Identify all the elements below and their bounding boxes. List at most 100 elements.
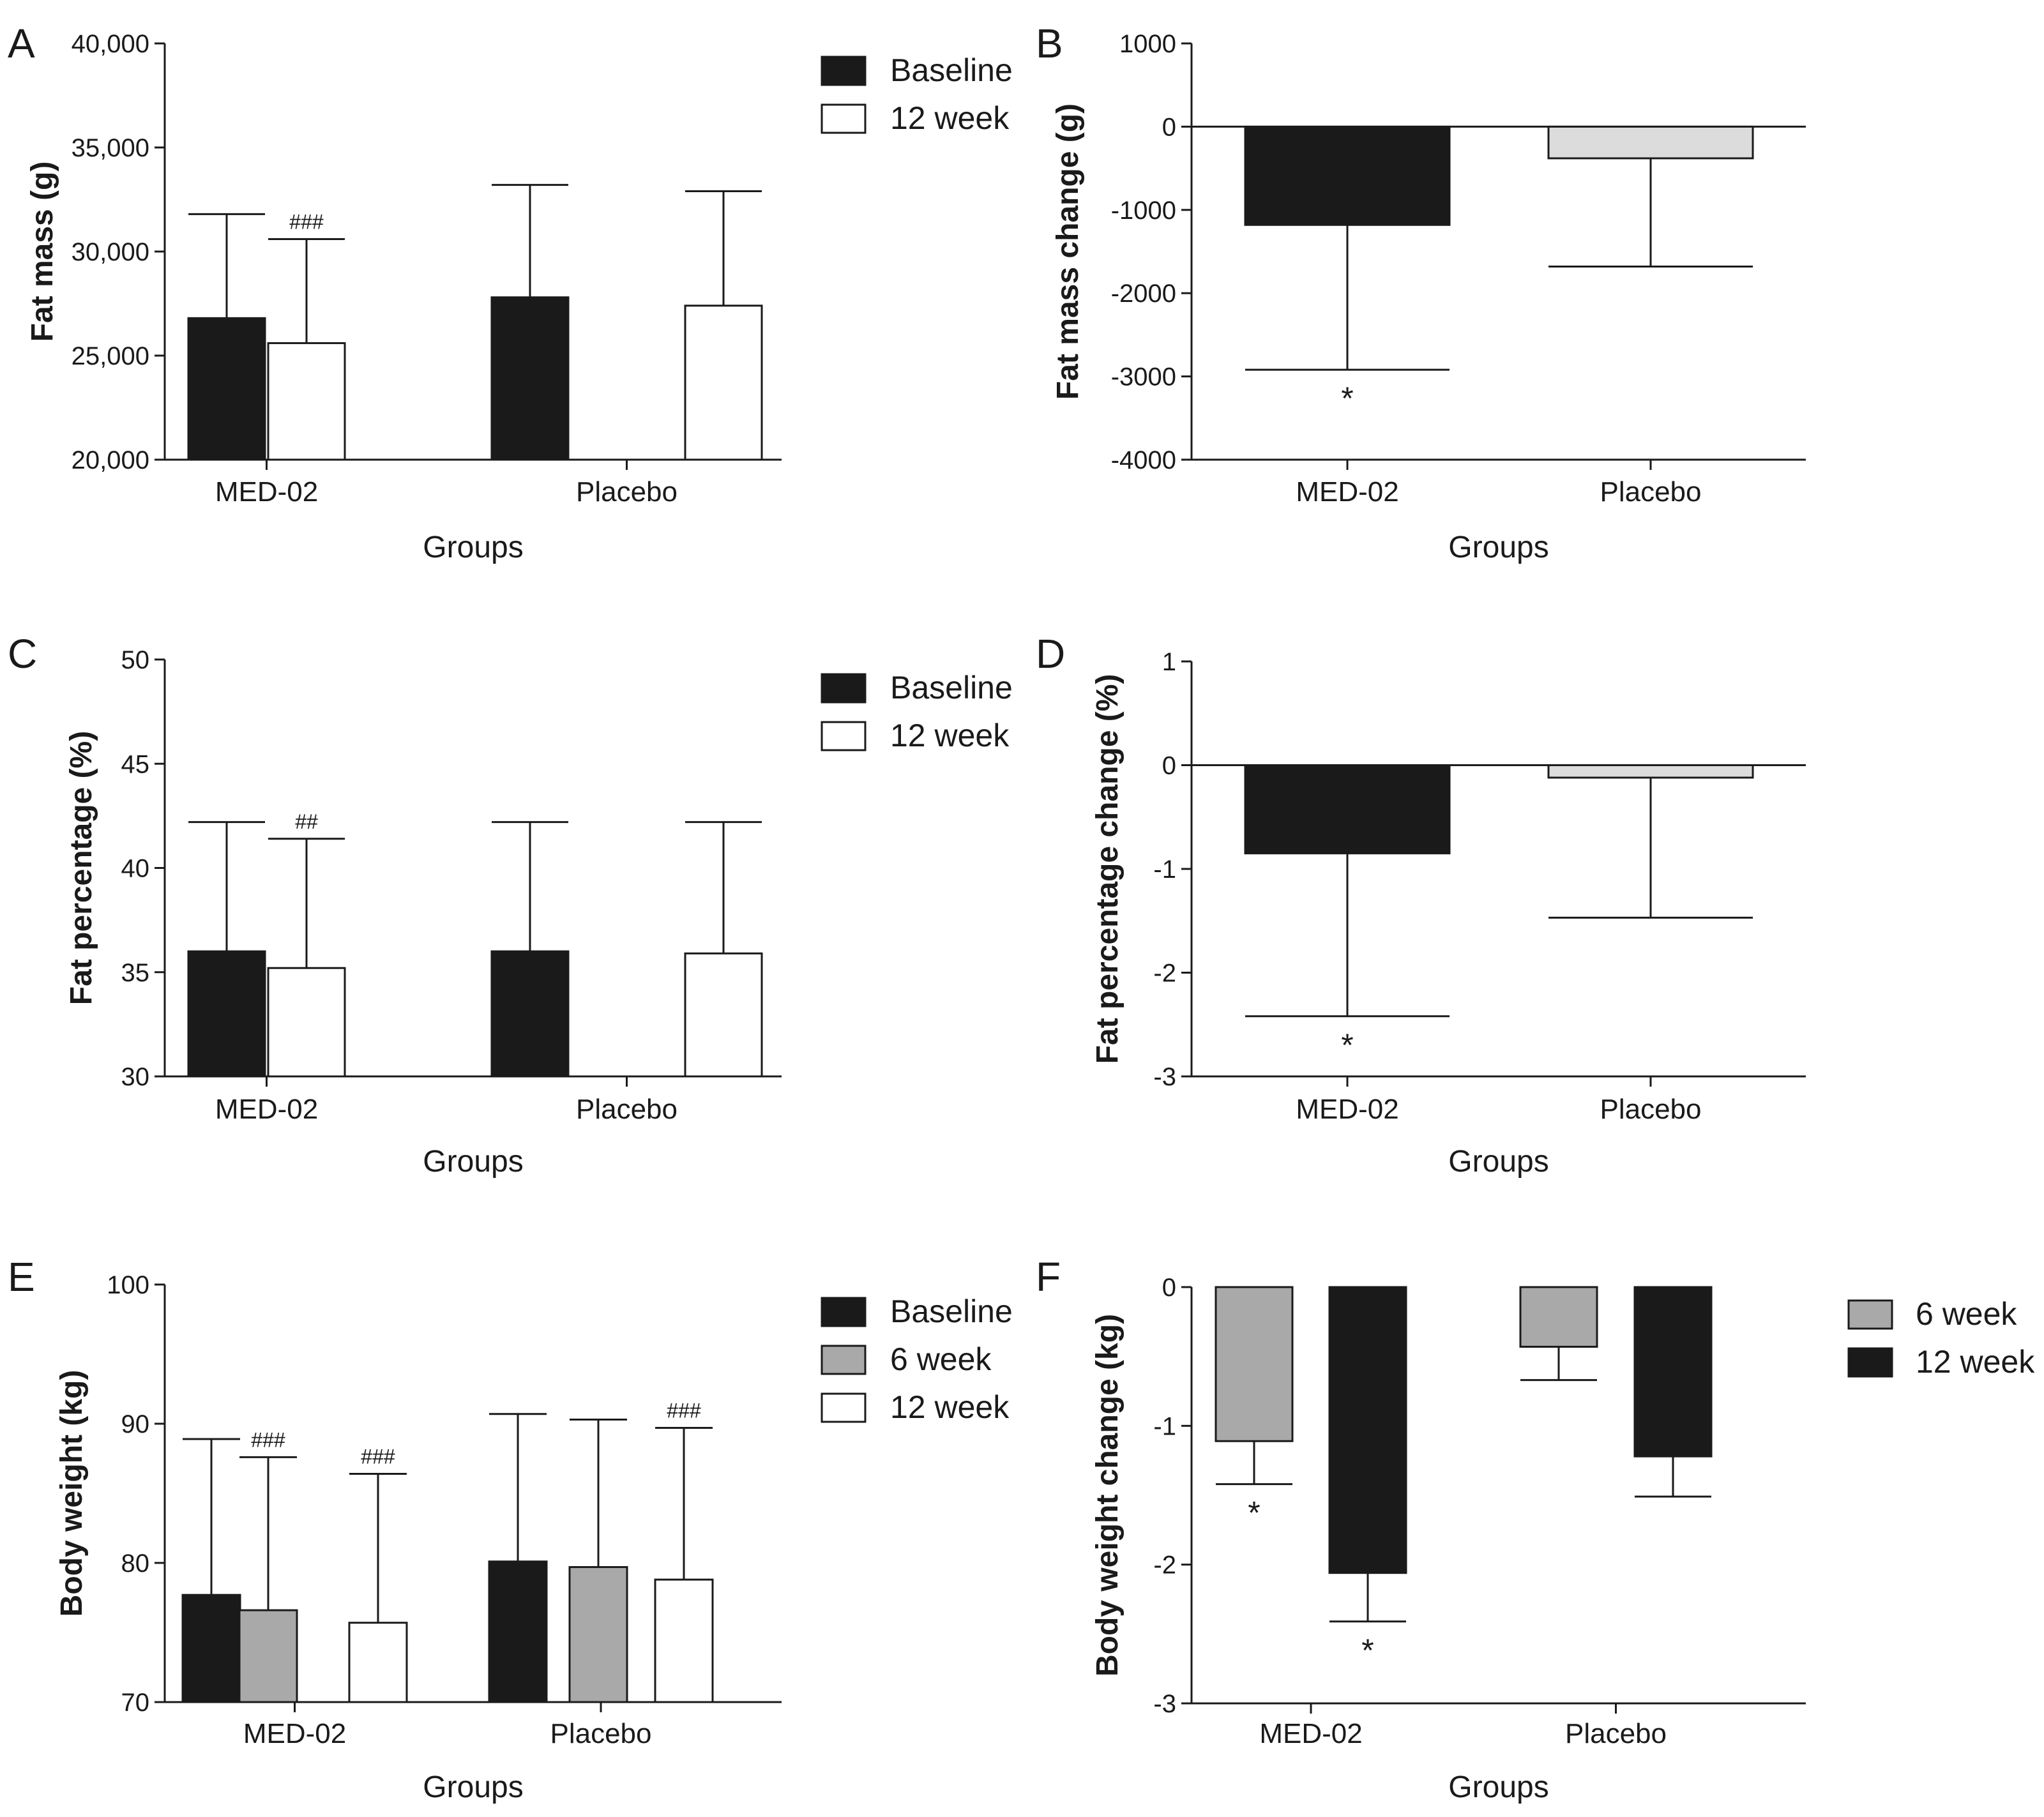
y-tick-label: -3	[1153, 1690, 1176, 1718]
y-tick-label: -1000	[1111, 197, 1176, 225]
y-axis-title: Fat mass (g)	[26, 162, 59, 342]
legend-label: Baseline	[890, 670, 1013, 705]
y-tick-label: -4000	[1111, 446, 1176, 474]
y-tick-label: 50	[121, 646, 150, 674]
x-tick-label: MED-02	[1259, 1718, 1362, 1749]
panel-letter: F	[1036, 1254, 1061, 1300]
legend-swatch	[1847, 1299, 1893, 1330]
bar-placebo-baseline	[490, 296, 570, 461]
bar-med-02-12-week	[267, 342, 346, 461]
x-tick-label: Placebo	[1565, 1718, 1667, 1749]
y-tick-label: 30	[121, 1063, 150, 1091]
y-tick-label: 0	[1162, 1274, 1176, 1302]
y-tick-label: -2000	[1111, 280, 1176, 308]
legend-label: Baseline	[890, 52, 1013, 88]
legend-label: 12 week	[1916, 1344, 2035, 1380]
panel-b: B -4000 -3000 -2000 -1000 0 1000 MED-02 Placebo *…	[1036, 20, 1806, 564]
y-tick-label: 0	[1162, 113, 1176, 141]
legend-swatch	[821, 1297, 867, 1327]
x-tick-label: Placebo	[1600, 1094, 1701, 1125]
bar-med-02-12-week	[267, 967, 346, 1078]
x-tick-label: MED-02	[1296, 1094, 1398, 1125]
bar-placebo-12-week	[1633, 1286, 1713, 1458]
panel-letter: A	[8, 20, 35, 66]
y-tick-label: 20,000	[72, 446, 149, 474]
legend-swatch	[1847, 1347, 1893, 1378]
bar-med-02-6-week	[238, 1609, 298, 1703]
y-axis-title: Fat mass change (g)	[1051, 103, 1085, 400]
x-tick-label: Placebo	[550, 1718, 651, 1749]
y-tick-label: 70	[121, 1689, 150, 1717]
panel-e: E 70 80 90 100 MED-02 Placebo ### ### ### Body wei…	[8, 1254, 1013, 1804]
significance-marker: *	[1361, 1632, 1374, 1668]
panel-f: F -3 -2 -1 0 MED-02 Placebo * * Body weight chang…	[1036, 1254, 2035, 1804]
bar-med-02-baseline	[181, 1594, 241, 1703]
panel-a: A 20,000 25,000 30,000 35,000 40,000 MED-02 Pla…	[8, 20, 1013, 564]
legend-label: Baseline	[890, 1293, 1013, 1329]
panel-letter: B	[1036, 20, 1063, 66]
bar-med-02-baseline	[187, 317, 266, 461]
x-axis-title: Groups	[423, 1770, 523, 1804]
significance-marker: ###	[361, 1445, 395, 1468]
x-tick-label: Placebo	[1600, 476, 1701, 508]
panel-letter: C	[8, 631, 37, 677]
y-tick-label: -2	[1153, 960, 1176, 988]
bar-med-02-change	[1244, 764, 1451, 855]
bar-placebo-change	[1547, 764, 1754, 779]
x-tick-label: MED-02	[215, 476, 318, 508]
y-tick-label: 100	[107, 1271, 149, 1299]
panel-d: D -3 -2 -1 0 1 MED-02 Placebo * Fat percentage ch…	[1036, 631, 1806, 1179]
bar-placebo-12-week	[654, 1578, 714, 1703]
bar-med-02-baseline	[187, 950, 266, 1078]
significance-marker: ##	[295, 810, 318, 833]
y-tick-label: -3000	[1111, 363, 1176, 391]
legend: Baseline 6 week 12 week	[821, 1293, 1013, 1425]
x-tick-label: Placebo	[576, 1094, 678, 1125]
bar-placebo-12-week	[684, 305, 763, 461]
bar-med-02-12-week	[348, 1622, 408, 1703]
y-tick-label: 40,000	[72, 30, 149, 58]
legend-label: 12 week	[890, 100, 1010, 136]
y-tick-label: -1	[1153, 856, 1176, 884]
legend: Baseline 12 week	[821, 670, 1013, 753]
legend-swatch	[821, 673, 867, 704]
bar-placebo-12-week	[684, 952, 763, 1078]
y-tick-label: 40	[121, 855, 150, 883]
x-axis-title: Groups	[1448, 1145, 1548, 1179]
bar-placebo-baseline	[490, 950, 570, 1078]
significance-marker: *	[1248, 1495, 1260, 1531]
legend-swatch	[821, 1345, 867, 1375]
y-tick-label: -1	[1153, 1412, 1176, 1440]
x-tick-label: Placebo	[576, 476, 678, 508]
bar-placebo-change	[1547, 125, 1754, 160]
bar-med-02-change	[1244, 125, 1451, 226]
y-tick-label: -2	[1153, 1551, 1176, 1580]
significance-marker: ###	[667, 1399, 701, 1422]
y-tick-label: 25,000	[72, 342, 149, 370]
panel-c: C 30 35 40 45 50 MED-02 Placebo ## Fat percentage…	[8, 631, 1013, 1179]
x-tick-label: MED-02	[215, 1094, 318, 1125]
legend-label: 6 week	[890, 1341, 992, 1377]
significance-marker: ###	[289, 210, 324, 233]
x-tick-label: MED-02	[243, 1718, 346, 1749]
legend-swatch	[821, 721, 867, 751]
panel-letter: E	[8, 1254, 35, 1300]
bar-placebo-6-week	[1519, 1286, 1598, 1348]
x-tick-label: MED-02	[1296, 476, 1398, 508]
bar-placebo-6-week	[568, 1566, 628, 1703]
y-tick-label: 35	[121, 959, 150, 987]
legend-swatch	[821, 56, 867, 86]
x-axis-title: Groups	[1448, 531, 1548, 564]
bar-med-02-12-week	[1328, 1286, 1407, 1574]
significance-marker: *	[1341, 1027, 1353, 1063]
y-axis-title: Fat percentage (%)	[64, 731, 98, 1005]
y-tick-label: 30,000	[72, 238, 149, 266]
significance-marker: *	[1341, 381, 1353, 416]
x-axis-title: Groups	[1448, 1770, 1548, 1804]
legend: Baseline 12 week	[821, 52, 1013, 136]
y-tick-label: 80	[121, 1549, 150, 1578]
legend-label: 12 week	[890, 1389, 1010, 1425]
y-tick-label: 35,000	[72, 134, 149, 162]
legend-label: 12 week	[890, 718, 1010, 753]
